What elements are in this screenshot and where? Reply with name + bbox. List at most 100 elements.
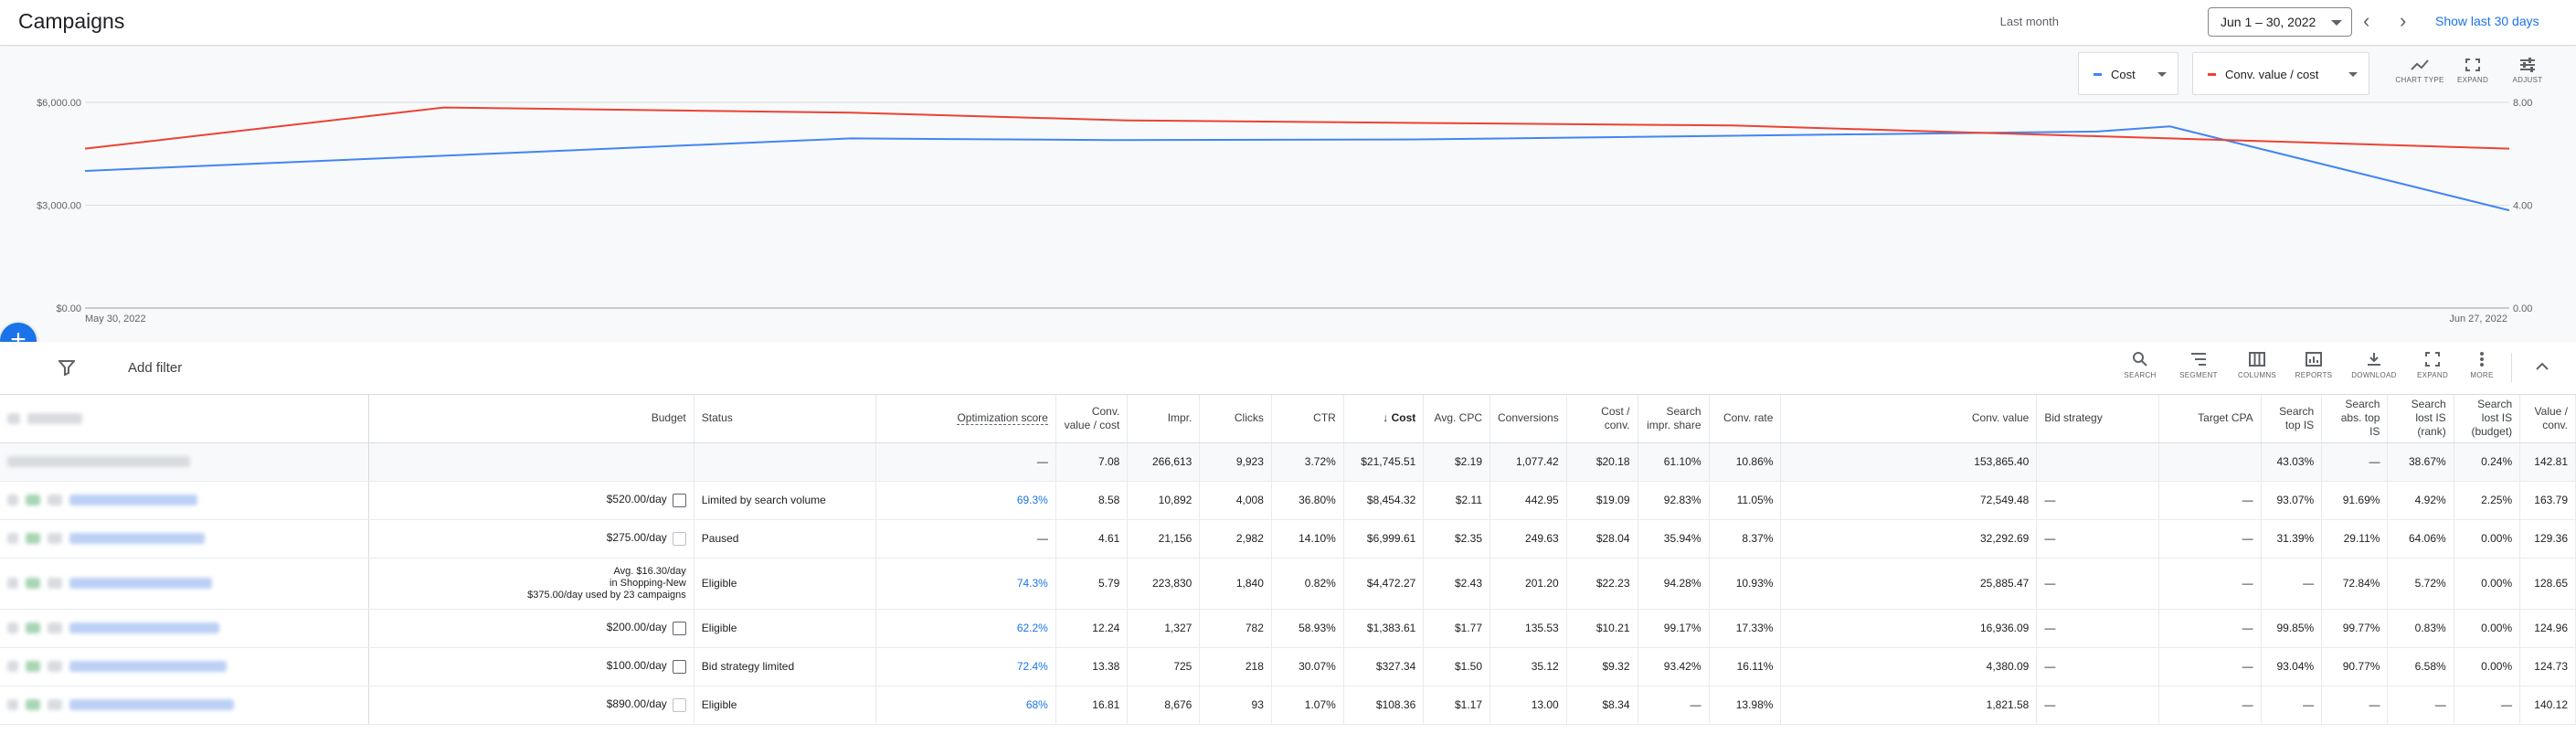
optimization-score-link[interactable]: 74.3%: [875, 558, 1056, 610]
budget-cell[interactable]: $520.00/day: [368, 481, 694, 520]
chevron-up-icon[interactable]: [2535, 360, 2549, 371]
table-segment-button[interactable]: SEGMENT: [2177, 351, 2221, 379]
table-more-button[interactable]: MORE: [2464, 351, 2500, 379]
filter-icon[interactable]: [58, 359, 75, 376]
table-search-button[interactable]: SEARCH: [2120, 351, 2160, 379]
column-header-label: Cost: [1391, 411, 1416, 425]
add-filter-button[interactable]: Add filter: [128, 360, 183, 376]
table-cell: 5.79: [1055, 558, 1129, 610]
chevron-right-icon[interactable]: ›: [2400, 9, 2407, 32]
table-row[interactable]: $890.00/day Eligible 68% 16.81 8,676 93 1.07% $…: [0, 686, 2576, 725]
column-header[interactable]: Search lost IS (budget): [2454, 395, 2521, 443]
table-row[interactable]: $100.00/day Bid strategy limited 72.4% 13.3…: [0, 647, 2576, 686]
chart-expand-button[interactable]: EXPAND: [2453, 58, 2493, 84]
date-range-picker[interactable]: Jun 1 – 30, 2022: [2208, 7, 2352, 37]
column-header[interactable]: Search top IS: [2261, 395, 2323, 443]
column-header[interactable]: Optimization score: [875, 395, 1056, 443]
table-cell: —: [2454, 686, 2521, 725]
budget-chart-icon[interactable]: [672, 697, 686, 712]
optimization-score-link[interactable]: 68%: [875, 686, 1056, 725]
column-header[interactable]: Search lost IS (rank): [2387, 395, 2454, 443]
budget-cell[interactable]: $890.00/day: [368, 686, 694, 725]
budget-cell[interactable]: $100.00/day: [368, 647, 694, 686]
table-cell: 72.84%: [2321, 558, 2389, 610]
table-cell: $19.09: [1566, 481, 1638, 520]
optimization-score-link[interactable]: —: [875, 519, 1056, 558]
campaign-name-cell[interactable]: [0, 481, 369, 520]
column-header[interactable]: Bid strategy: [2036, 395, 2159, 443]
column-header[interactable]: Conversions: [1489, 395, 1567, 443]
adjust-icon: [2520, 58, 2535, 72]
column-header[interactable]: Impr.: [1127, 395, 1201, 443]
table-cell: $2.19: [1423, 442, 1491, 482]
table-row[interactable]: Avg. $16.30/day in Shopping-New $375.00/da…: [0, 558, 2576, 610]
segment-icon: [2191, 353, 2206, 366]
budget-chart-icon[interactable]: [672, 531, 686, 546]
table-cell: 266,613: [1127, 442, 1201, 482]
table-download-button[interactable]: DOWNLOAD: [2348, 351, 2400, 379]
column-header[interactable]: Search impr. share: [1638, 395, 1710, 443]
budget-chart-icon[interactable]: [672, 659, 686, 674]
metric-selector-cost[interactable]: Cost: [2078, 52, 2178, 95]
column-header[interactable]: Target CPA: [2158, 395, 2262, 443]
adjust-label: ADJUST: [2512, 76, 2543, 84]
table-cell: 92.83%: [1638, 481, 1710, 520]
table-cell: 94.28%: [1638, 558, 1710, 610]
column-header[interactable]: Budget: [368, 395, 694, 443]
optimization-score-link[interactable]: 72.4%: [875, 647, 1056, 686]
arrow-down-icon: ↓: [1383, 411, 1392, 425]
column-header[interactable]: Value / conv.: [2519, 395, 2576, 443]
column-header[interactable]: Conv. rate: [1709, 395, 1782, 443]
column-header[interactable]: Cost / conv.: [1566, 395, 1638, 443]
table-cell: —: [2387, 686, 2454, 725]
column-header[interactable]: Search abs. top IS: [2321, 395, 2389, 443]
budget-cell[interactable]: Avg. $16.30/day in Shopping-New $375.00/da…: [368, 558, 694, 610]
expand-label: EXPAND: [2456, 76, 2489, 84]
table-cell: 35.12: [1489, 647, 1567, 686]
table-cell: —: [2321, 442, 2389, 482]
show-last-30-days-link[interactable]: Show last 30 days: [2435, 14, 2539, 28]
campaign-column-header[interactable]: [0, 395, 369, 443]
column-header[interactable]: Avg. CPC: [1423, 395, 1491, 443]
table-cell: 0.24%: [2454, 442, 2521, 482]
table-cell: 3.72%: [1271, 442, 1344, 482]
chart-adjust-button[interactable]: ADJUST: [2507, 58, 2548, 84]
column-header[interactable]: Status: [694, 395, 877, 443]
chevron-left-icon[interactable]: ‹: [2363, 9, 2370, 32]
table-reports-button[interactable]: REPORTS: [2292, 351, 2336, 379]
budget-cell[interactable]: $200.00/day: [368, 609, 694, 648]
budget-chart-icon[interactable]: [672, 621, 686, 635]
campaign-name-cell[interactable]: [0, 609, 369, 648]
metric-selector-conv-value-cost[interactable]: Conv. value / cost: [2192, 52, 2369, 95]
table-cell: —: [2158, 519, 2262, 558]
campaign-name-cell[interactable]: [0, 686, 369, 725]
column-header[interactable]: Conv. value: [1780, 395, 2038, 443]
column-header[interactable]: Conv. value / cost: [1055, 395, 1129, 443]
table-cell: 7.08: [1055, 442, 1129, 482]
column-header[interactable]: CTR: [1271, 395, 1344, 443]
table-cell: —: [2036, 686, 2159, 725]
table-row[interactable]: $200.00/day Eligible 62.2% 12.24 1,327 782 58.…: [0, 609, 2576, 648]
more-label: MORE: [2470, 371, 2494, 379]
table-cell: 1,327: [1127, 609, 1201, 648]
optimization-score-link[interactable]: 69.3%: [875, 481, 1056, 520]
campaign-name-cell[interactable]: [0, 519, 369, 558]
table-cell: —: [2036, 609, 2159, 648]
table-cell: 36.80%: [1271, 481, 1344, 520]
table-columns-button[interactable]: COLUMNS: [2235, 351, 2279, 379]
campaign-name-cell[interactable]: [0, 647, 369, 686]
budget-value: Avg. $16.30/day: [613, 565, 686, 577]
optimization-score-link[interactable]: 62.2%: [875, 609, 1056, 648]
budget-chart-icon[interactable]: [672, 493, 686, 507]
column-header-sorted[interactable]: ↓ Cost: [1343, 395, 1425, 443]
table-row[interactable]: $520.00/day Limited by search volume 69.3%…: [0, 481, 2576, 520]
budget-cell[interactable]: $275.00/day: [368, 519, 694, 558]
table-cell: 201.20: [1489, 558, 1567, 610]
table-row[interactable]: $275.00/day Paused —4.61 21,156 2,982 14.10% $…: [0, 519, 2576, 558]
column-header[interactable]: Clicks: [1199, 395, 1272, 443]
campaign-name-cell[interactable]: [0, 558, 369, 610]
chart-type-label: CHART TYPE: [2395, 76, 2444, 84]
table-expand-button[interactable]: EXPAND: [2412, 351, 2453, 379]
chart-type-button[interactable]: CHART TYPE: [2394, 58, 2445, 84]
table-cell: 31.39%: [2261, 519, 2323, 558]
